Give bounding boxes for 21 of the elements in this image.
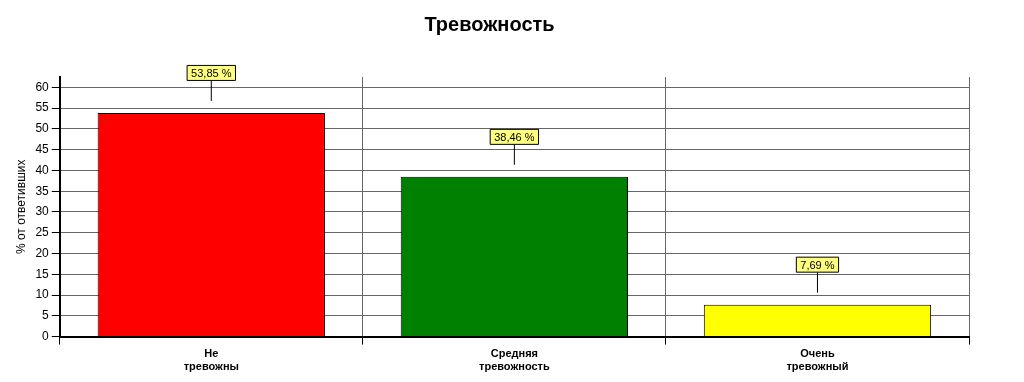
- chart-title: Тревожность: [424, 12, 555, 35]
- y-tick-label: 60: [35, 79, 50, 94]
- y-tick-label: 5: [42, 308, 50, 323]
- x-tick-label: Средняя тревожность: [479, 347, 550, 373]
- y-tick-label: 25: [35, 225, 50, 240]
- y-tick-label: 20: [35, 245, 50, 260]
- y-tick-label: 15: [35, 266, 50, 281]
- y-tick-label: 30: [35, 204, 50, 219]
- data-label: 7,69 %: [800, 258, 835, 271]
- y-tick-label: 10: [35, 287, 50, 302]
- y-tick-label: 35: [35, 183, 50, 198]
- y-tick-label: 45: [35, 142, 50, 156]
- y-tick-label: 0: [42, 328, 50, 343]
- data-label: 53,85 %: [191, 66, 232, 79]
- x-tick-label: Очень тревожный: [786, 347, 849, 373]
- data-label: 38,46 %: [494, 130, 535, 143]
- y-tick-label: 50: [35, 121, 50, 136]
- y-tick-label: 40: [35, 162, 50, 177]
- y-tick-label: 55: [35, 100, 50, 115]
- x-tick-label: Не тревожны: [183, 347, 239, 373]
- y-axis-title: % от ответивших: [13, 159, 28, 255]
